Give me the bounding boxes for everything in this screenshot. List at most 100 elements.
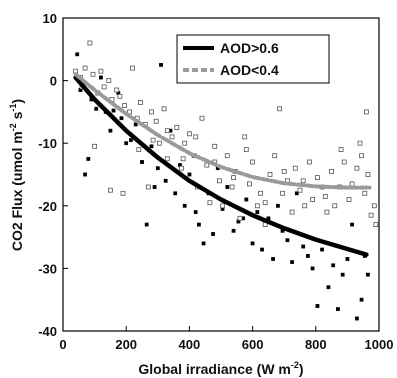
data-point-aod-low [243, 147, 249, 152]
x-axis-title-main: Global irradiance (W m [138, 361, 290, 377]
data-point-aod-high [244, 197, 249, 202]
data-point-aod-high [276, 203, 280, 208]
data-point-aod-low [164, 128, 170, 134]
data-point-aod-high [75, 52, 80, 57]
data-point-aod-low [174, 125, 180, 130]
data-point-aod-low [114, 87, 120, 93]
data-point-aod-low [182, 140, 188, 146]
data-point-aod-low [207, 200, 213, 206]
y-tick-label: -30 [38, 261, 57, 276]
data-point-aod-low [92, 143, 97, 149]
data-point-aod-low [254, 203, 260, 209]
data-point-aod-low [98, 68, 104, 74]
data-point-aod-low [216, 178, 222, 184]
x-tick-label: 200 [115, 337, 137, 352]
y-axis-title: CO2 Flux (umol m-2 s-1) [8, 99, 25, 251]
data-point-aod-high [140, 160, 144, 164]
data-point-aod-low [199, 115, 205, 121]
x-tick-label: 600 [242, 337, 264, 352]
data-point-aod-low [368, 212, 374, 218]
y-tick-label: 10 [43, 11, 57, 26]
data-point-aod-low [224, 153, 230, 159]
data-point-aod-high [201, 241, 206, 246]
data-point-aod-low [289, 209, 295, 215]
data-point-aod-high [144, 222, 149, 227]
data-point-aod-low [280, 190, 286, 196]
data-point-aod-high [86, 156, 91, 161]
data-point-aod-low [180, 156, 186, 162]
data-point-aod-low [106, 78, 112, 83]
data-point-aod-low [136, 147, 142, 152]
legend-label-aod-low: AOD<0.4 [220, 62, 279, 78]
x-tick-label: 800 [305, 337, 327, 352]
data-point-aod-high [94, 106, 99, 111]
data-point-aod-low [357, 140, 363, 146]
data-point-aod-high [326, 285, 331, 290]
data-point-aod-low [292, 165, 298, 171]
data-point-aod-low [322, 193, 328, 199]
y-tick-label: -10 [38, 136, 57, 151]
data-point-aod-low [349, 181, 355, 187]
data-point-aod-high [133, 122, 138, 127]
data-point-aod-low [179, 165, 184, 171]
data-point-aod-low [212, 143, 218, 149]
data-point-aod-low [332, 203, 338, 209]
data-point-aod-low [193, 134, 199, 140]
data-point-aod-low [137, 100, 143, 105]
data-point-aod-high [306, 253, 310, 258]
data-point-aod-low [117, 93, 123, 99]
data-point-aod-low [220, 203, 226, 209]
data-point-aod-low [354, 165, 360, 171]
y-axis-title-end: ) [9, 99, 25, 104]
data-point-aod-high [310, 266, 315, 271]
data-point-aod-low [310, 197, 316, 202]
data-point-aod-low [229, 184, 235, 190]
y-tick-label: -20 [38, 199, 57, 214]
data-point-aod-low [359, 153, 365, 159]
data-point-aod-high [294, 191, 299, 196]
data-point-aod-low [365, 172, 371, 177]
x-tick-label: 1000 [365, 337, 394, 352]
data-point-aod-low [272, 153, 278, 159]
data-point-aod-low [150, 137, 156, 143]
y-axis-title-part1: CO2 Flux (umol m [9, 131, 25, 251]
data-point-aod-low [277, 106, 282, 112]
data-point-aod-low [82, 65, 88, 71]
x-tick-label: 400 [179, 337, 201, 352]
data-point-aod-high [350, 222, 354, 227]
data-point-aod-low [258, 190, 263, 196]
data-point-aod-low [281, 168, 287, 174]
x-axis-title-end: ) [299, 361, 304, 377]
data-point-aod-high [193, 210, 198, 214]
data-point-aod-low [362, 190, 368, 196]
data-point-aod-low [314, 175, 320, 181]
legend-label-aod-high: AOD>0.6 [220, 40, 279, 56]
data-point-aod-low [108, 187, 113, 193]
data-point-aod-high [260, 247, 264, 252]
data-point-aod-low [329, 168, 335, 174]
data-point-aod-low [231, 175, 237, 181]
legend-box [176, 34, 330, 84]
data-point-aod-low [90, 71, 96, 77]
data-point-aod-high [285, 238, 290, 243]
x-axis-title: Global irradiance (W m-2) [138, 360, 303, 377]
data-point-aod-high [231, 228, 236, 233]
axis-ticks-layer: 0 200 400 600 800 1000 -40 -30 -20 -10 0 10 [38, 11, 393, 352]
data-point-aod-low [237, 215, 243, 221]
data-point-aod-low [338, 147, 344, 152]
data-point-aod-high [225, 185, 230, 189]
data-point-aod-low [149, 109, 154, 115]
data-point-aod-high [345, 257, 350, 261]
data-point-aod-high [301, 244, 306, 249]
data-point-aod-low [250, 159, 256, 165]
data-point-aod-high [340, 272, 345, 277]
data-point-aod-high [271, 257, 275, 261]
data-point-aod-low [307, 159, 312, 165]
data-point-aod-low [101, 84, 107, 90]
data-point-aod-high [359, 297, 364, 302]
y-tick-label: 0 [50, 74, 57, 89]
data-point-aod-high [211, 232, 215, 236]
data-point-aod-low [186, 131, 192, 137]
data-point-aod-high [250, 241, 255, 246]
